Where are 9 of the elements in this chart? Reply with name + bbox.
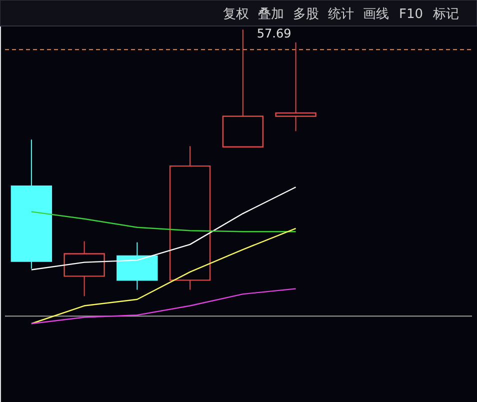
text: 统计: [328, 7, 354, 22]
text: 叠加: [258, 7, 284, 22]
annotation: 57.69: [256, 26, 292, 41]
text: 复权: [223, 7, 249, 22]
text: F10: [398, 7, 424, 22]
text: 标记: [432, 7, 459, 22]
candlestick: [275, 42, 316, 132]
text: 画线: [363, 7, 389, 22]
text: 多股: [293, 7, 319, 22]
